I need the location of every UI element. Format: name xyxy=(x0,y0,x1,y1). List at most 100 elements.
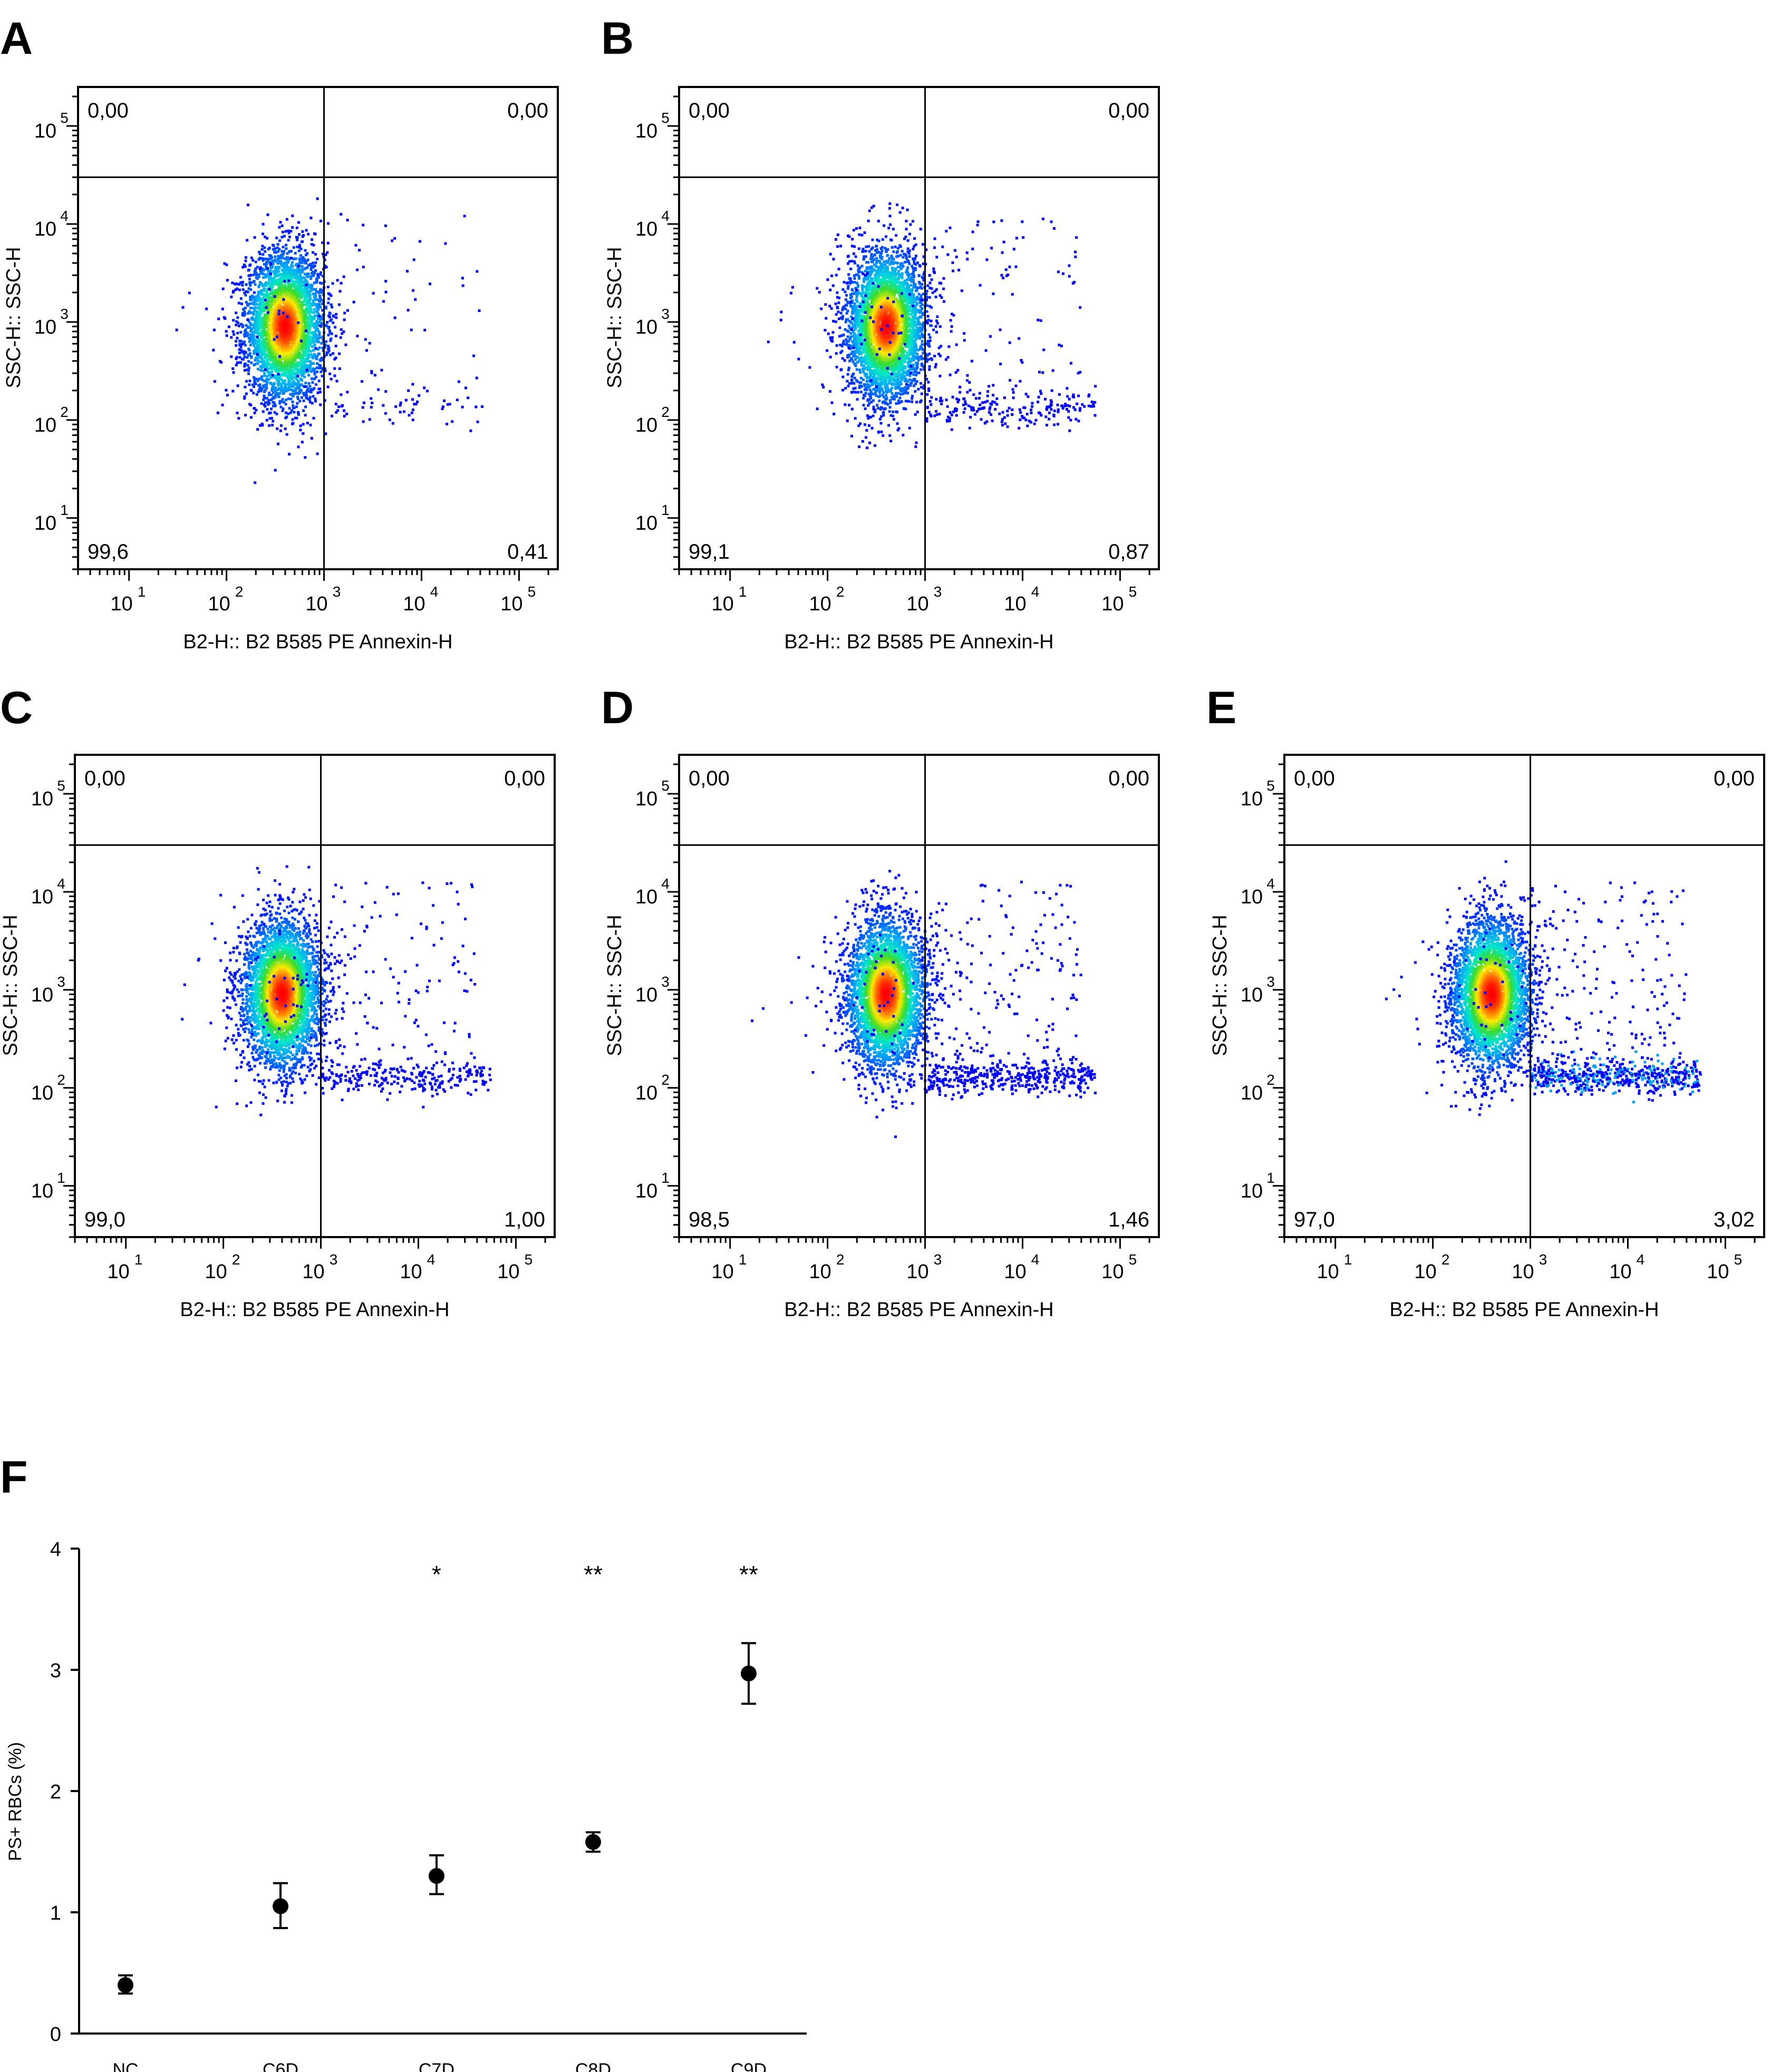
y-tick-label: 104 xyxy=(635,208,670,240)
y-tick-label: 102 xyxy=(34,404,69,436)
y-tick-label: 103 xyxy=(1241,974,1275,1006)
quadrant-upper-right-value: 0,00 xyxy=(504,767,545,790)
y-axis-title: SSC-H:: SSC-H xyxy=(604,247,626,388)
y-tick-label: 101 xyxy=(31,1170,65,1202)
panel-letter: A xyxy=(0,16,33,61)
mean-point xyxy=(429,1868,444,1884)
quadrant-lower-right-value: 0,87 xyxy=(1108,540,1149,563)
mean-point xyxy=(585,1834,601,1850)
quadrant-lower-left-value: 99,6 xyxy=(88,540,129,563)
x-tick-label: 105 xyxy=(497,1251,533,1283)
quadrant-upper-right-value: 0,00 xyxy=(1714,767,1755,790)
svg-text:1: 1 xyxy=(138,583,146,600)
quadrant-upper-right-value: 0,00 xyxy=(1108,99,1149,122)
x-tick-label: 101 xyxy=(108,1251,143,1283)
quadrant-lower-right-value: 1,46 xyxy=(1108,1208,1149,1231)
quadrant-lower-right-value: 3,02 xyxy=(1714,1208,1755,1231)
x-tick-label: 103 xyxy=(1512,1251,1547,1283)
svg-text:3: 3 xyxy=(60,306,69,322)
y-tick-label: 105 xyxy=(31,777,65,810)
y-axis-title: SSC-H:: SSC-H xyxy=(3,247,25,388)
x-tick-label: C6D xyxy=(263,2060,298,2072)
x-tick-label: 104 xyxy=(1609,1251,1644,1283)
y-tick-label: 103 xyxy=(635,306,670,338)
y-tick-label: 102 xyxy=(635,1072,670,1104)
quadrant-upper-left-value: 0,00 xyxy=(88,99,129,122)
y-tick-label: 104 xyxy=(31,876,65,908)
y-tick-label: 101 xyxy=(635,1170,670,1202)
y-tick-label: 4 xyxy=(50,1539,61,1561)
x-tick-label: 102 xyxy=(809,1251,844,1283)
flow-panel-d: 0,00 0,00 98,5 1,46 101 102 103 104 105 101 102 103… xyxy=(604,754,1160,1321)
y-tick-label: 105 xyxy=(635,110,670,142)
y-tick-label: 101 xyxy=(635,502,670,534)
svg-text:10: 10 xyxy=(111,593,133,615)
x-axis-title: B2-H:: B2 B585 PE Annexin-H xyxy=(183,631,452,653)
significance-marker: ** xyxy=(739,1561,758,1588)
panel-letter: E xyxy=(1206,685,1236,731)
x-tick-label: 104 xyxy=(403,583,438,615)
x-tick-label: 103 xyxy=(906,1251,942,1283)
x-tick-label: 10 3 xyxy=(305,583,341,615)
svg-text:10: 10 xyxy=(34,316,56,338)
quadrant-lower-left-value: 97,0 xyxy=(1294,1208,1335,1231)
ps-rbc-dot-plot: 0 1 2 3 4 PS+ RBCs (%) NC C6D C7D * C8D ** C9D ** xyxy=(5,1539,807,2072)
x-axis-title: B2-H:: B2 B585 PE Annexin-H xyxy=(784,1299,1053,1321)
quadrant-lower-left-value: 99,1 xyxy=(689,540,730,563)
y-tick-label: 102 xyxy=(635,404,670,436)
event-cloud xyxy=(181,865,492,1116)
y-tick-label: 103 xyxy=(635,974,670,1006)
x-tick-label: 103 xyxy=(302,1251,337,1283)
x-tick-label: 105 xyxy=(1101,583,1137,615)
y-axis-title: PS+ RBCs (%) xyxy=(5,1742,25,1861)
y-tick-label: 102 xyxy=(1241,1072,1275,1104)
y-tick-label: 103 xyxy=(31,974,65,1006)
svg-text:5: 5 xyxy=(528,583,536,600)
x-tick-label: 105 xyxy=(1101,1251,1137,1283)
panel-letter: C xyxy=(0,685,33,731)
event-cloud xyxy=(751,870,1097,1139)
y-axis-title: SSC-H:: SSC-H xyxy=(0,915,22,1056)
y-tick-label: 104 xyxy=(635,876,670,908)
svg-text:10: 10 xyxy=(34,218,56,240)
svg-text:3: 3 xyxy=(333,583,341,600)
x-tick-label: 102 xyxy=(1414,1251,1449,1283)
event-cloud xyxy=(175,197,484,484)
quadrant-upper-right-value: 0,00 xyxy=(1108,767,1149,790)
mean-point xyxy=(741,1665,757,1681)
svg-text:10: 10 xyxy=(34,120,56,142)
svg-text:10: 10 xyxy=(305,593,327,615)
x-axis-title: B2-H:: B2 B585 PE Annexin-H xyxy=(180,1299,449,1321)
svg-text:10: 10 xyxy=(34,414,56,436)
x-tick-label: 105 xyxy=(1707,1251,1742,1283)
mean-point xyxy=(118,1977,133,1993)
significance-marker: ** xyxy=(584,1561,603,1588)
panel-letter: D xyxy=(601,685,634,731)
x-tick-label: C7D xyxy=(419,2060,454,2072)
svg-text:5: 5 xyxy=(60,110,69,126)
quadrant-upper-left-value: 0,00 xyxy=(84,767,125,790)
x-tick-label: C9D xyxy=(731,2060,767,2072)
x-tick-label: 101 xyxy=(1317,1251,1352,1283)
quadrant-lower-right-value: 0,41 xyxy=(507,540,548,563)
flow-panel-c: 0,00 0,00 99,0 1,00 101 102 103 104 105 101 102 103… xyxy=(0,754,556,1321)
x-tick-label: NC xyxy=(112,2060,138,2072)
x-tick-label: 103 xyxy=(906,583,942,615)
flow-panel-e: 0,00 0,00 97,0 3,02 101 102 103 104 105 101 102 103… xyxy=(1209,754,1765,1321)
quadrant-upper-left-value: 0,00 xyxy=(1294,767,1335,790)
x-tick-label: 105 xyxy=(500,583,536,615)
y-tick-label: 102 xyxy=(31,1072,65,1104)
plot-frame xyxy=(1283,754,1765,1238)
quadrant-upper-left-value: 0,00 xyxy=(689,99,730,122)
y-tick-label: 101 xyxy=(1241,1170,1275,1202)
quadrant-lower-left-value: 98,5 xyxy=(689,1208,730,1231)
quadrant-upper-left-value: 0,00 xyxy=(689,767,730,790)
x-tick-label: 102 xyxy=(205,1251,240,1283)
y-tick-label: 104 xyxy=(34,208,69,240)
x-tick-label: 104 xyxy=(1004,1251,1039,1283)
x-tick-label: C8D xyxy=(575,2060,611,2072)
svg-text:1: 1 xyxy=(60,502,69,518)
event-cloud xyxy=(1385,860,1702,1116)
